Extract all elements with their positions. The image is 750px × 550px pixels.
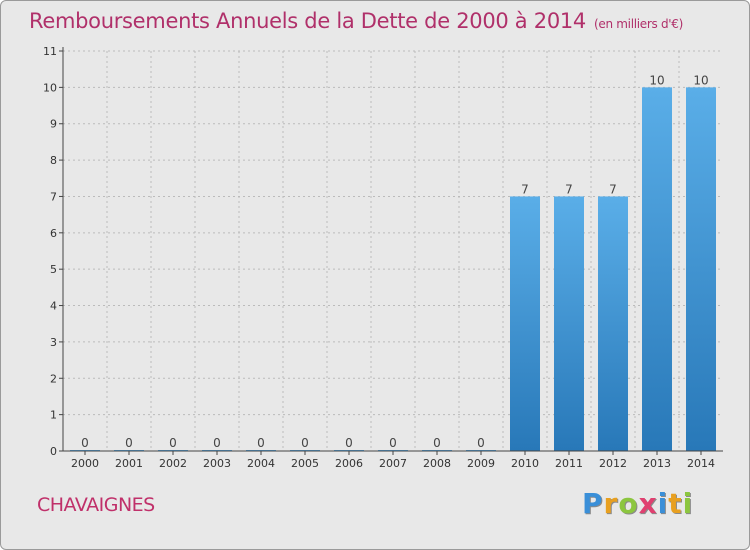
labels: 0 1 2 3 4 5 6 7 8 9 10 11 0 2000 0 2001 0 2002 0 2003 0 2004 0… (43, 45, 715, 470)
bar-value-label: 7 (521, 182, 529, 196)
chart-title-text: Remboursements Annuels de la Dette de 20… (29, 9, 586, 33)
x-tick-label: 2004 (247, 457, 275, 470)
bar[interactable] (554, 196, 584, 451)
bar-value-label: 0 (389, 436, 397, 450)
bar-value-label: 7 (609, 182, 617, 196)
x-tick-label: 2002 (159, 457, 187, 470)
logo-letter: P (582, 487, 604, 520)
axes (59, 47, 723, 455)
chart-unit: (en milliers d'€) (594, 17, 684, 31)
logo-letter: o (618, 487, 639, 520)
bar-value-label: 0 (345, 436, 353, 450)
grid-lines (63, 50, 723, 451)
y-tick-label: 10 (43, 81, 57, 94)
x-tick-label: 2007 (379, 457, 407, 470)
bar-value-label: 10 (693, 73, 708, 87)
bar-value-label: 7 (565, 182, 573, 196)
x-tick-label: 2001 (115, 457, 143, 470)
y-tick-label: 2 (50, 372, 57, 385)
bar-value-label: 0 (125, 436, 133, 450)
bar[interactable] (686, 87, 716, 451)
y-tick-label: 6 (50, 227, 57, 240)
x-tick-label: 2006 (335, 457, 363, 470)
y-tick-label: 11 (43, 45, 57, 58)
proxiti-logo[interactable]: Proxiti (582, 487, 693, 520)
logo-letter: x (638, 487, 658, 520)
bars (70, 87, 716, 451)
x-tick-label: 2011 (555, 457, 583, 470)
x-tick-label: 2003 (203, 457, 231, 470)
x-tick-label: 2009 (467, 457, 495, 470)
chart-title: Remboursements Annuels de la Dette de 20… (29, 9, 683, 33)
y-tick-label: 1 (50, 409, 57, 422)
place-name: CHAVAIGNES (37, 494, 155, 516)
bar-value-label: 10 (649, 73, 664, 87)
y-tick-label: 4 (50, 300, 57, 313)
bar-value-label: 0 (477, 436, 485, 450)
logo-letter: r (603, 487, 619, 520)
bar-value-label: 0 (257, 436, 265, 450)
x-tick-label: 2012 (599, 457, 627, 470)
y-tick-label: 3 (50, 336, 57, 349)
x-tick-label: 2000 (71, 457, 99, 470)
x-tick-label: 2005 (291, 457, 319, 470)
logo-letter: t (668, 487, 683, 520)
logo-letter: i (682, 487, 694, 520)
y-tick-label: 5 (50, 263, 57, 276)
y-tick-label: 7 (50, 190, 57, 203)
y-tick-label: 9 (50, 118, 57, 131)
x-tick-label: 2014 (687, 457, 715, 470)
bar[interactable] (642, 87, 672, 451)
bar-value-label: 0 (301, 436, 309, 450)
bar-value-label: 0 (433, 436, 441, 450)
bar[interactable] (510, 196, 540, 451)
y-tick-label: 0 (50, 445, 57, 458)
bar-value-label: 0 (81, 436, 89, 450)
bar[interactable] (598, 196, 628, 451)
logo-letter: i (657, 487, 669, 520)
x-tick-label: 2010 (511, 457, 539, 470)
bar-value-label: 0 (213, 436, 221, 450)
x-tick-label: 2013 (643, 457, 671, 470)
bar-value-label: 0 (169, 436, 177, 450)
x-tick-label: 2008 (423, 457, 451, 470)
y-tick-label: 8 (50, 154, 57, 167)
